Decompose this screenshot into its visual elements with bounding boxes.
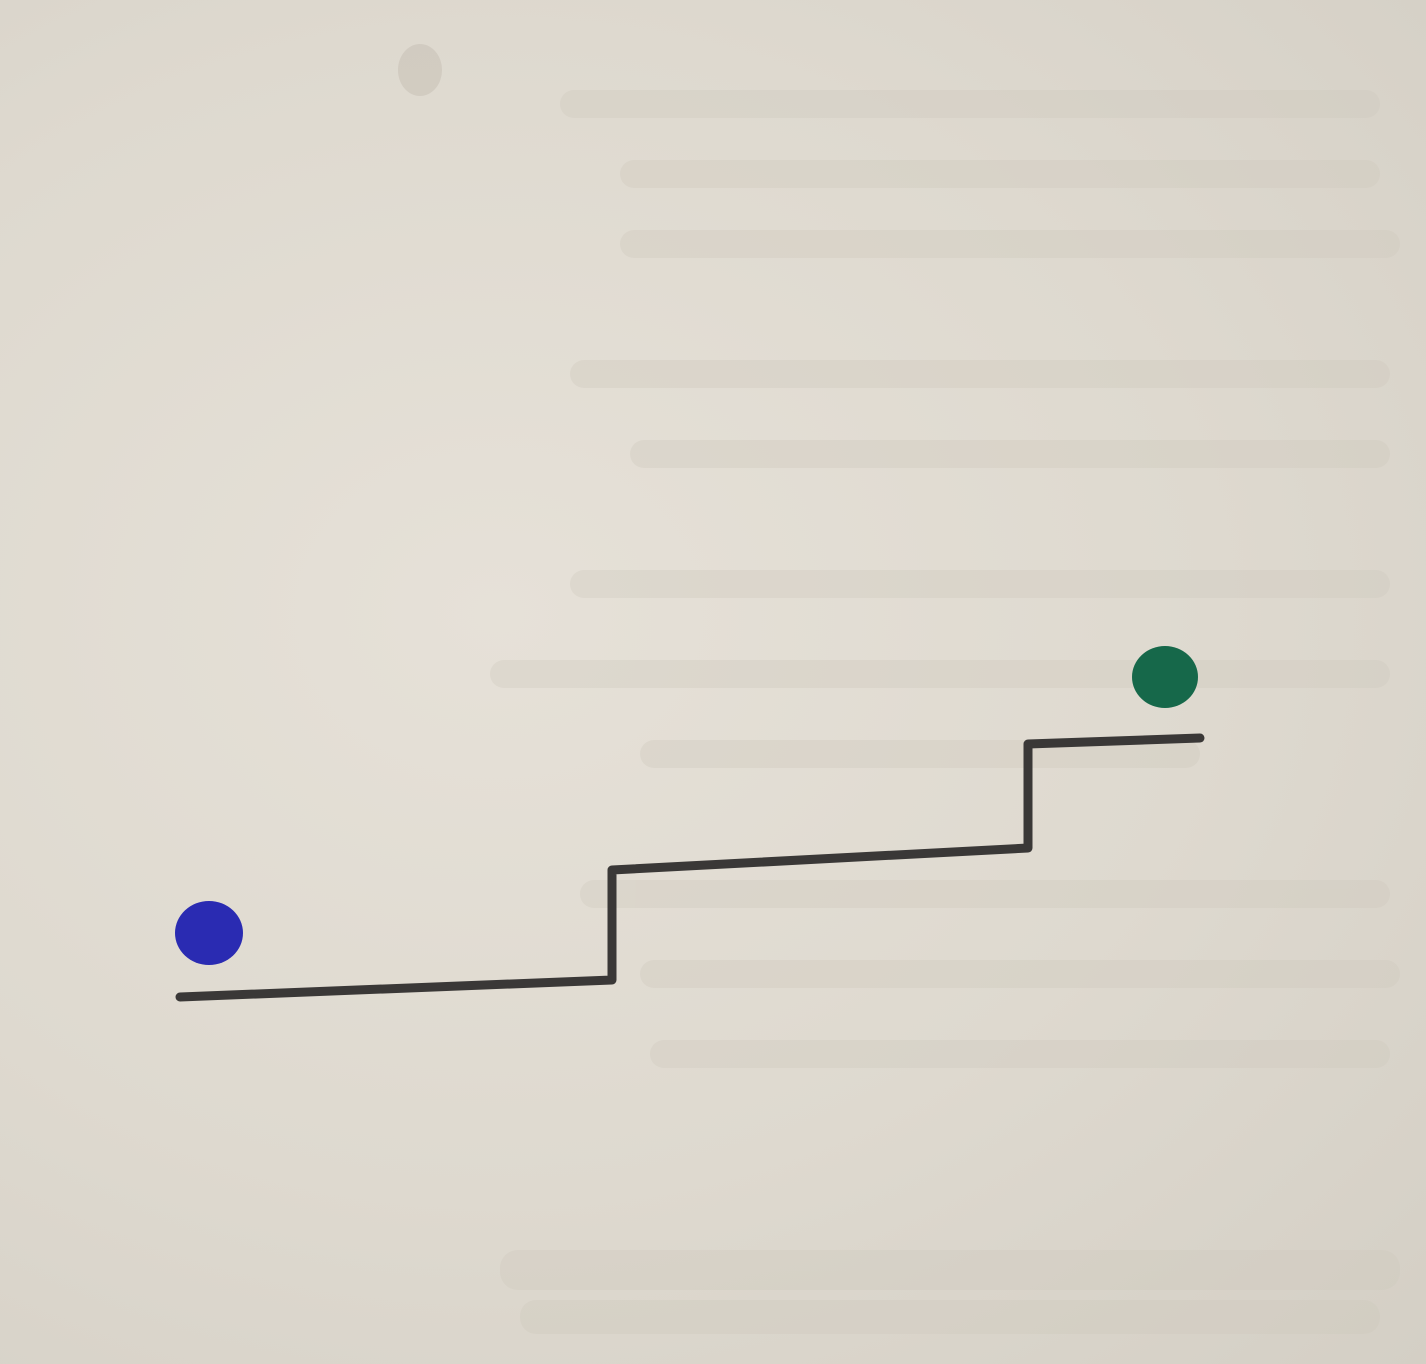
- start-dot: [175, 901, 243, 965]
- bleed-line: [500, 1250, 1400, 1290]
- staircase-line: [175, 733, 1205, 1002]
- bleed-line: [560, 90, 1380, 118]
- bleed-line: [640, 960, 1400, 988]
- bleed-through-marks: [398, 44, 1400, 1334]
- end-dot: [1132, 646, 1198, 708]
- bleed-line: [580, 880, 1390, 908]
- bleed-line: [650, 1040, 1390, 1068]
- bleed-line: [620, 160, 1380, 188]
- bleed-line: [570, 570, 1390, 598]
- bleed-line: [520, 1300, 1380, 1334]
- bleed-line: [620, 230, 1400, 258]
- bleed-line: [490, 660, 1390, 688]
- bleed-line: [630, 440, 1390, 468]
- bleed-line: [570, 360, 1390, 388]
- smudge-mark: [398, 44, 442, 96]
